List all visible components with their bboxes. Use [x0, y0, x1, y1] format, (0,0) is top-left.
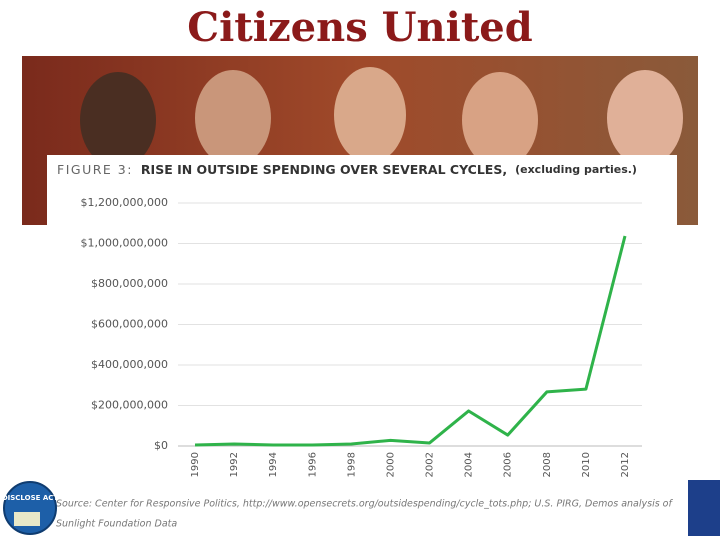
y-tick-label: $200,000,000: [91, 399, 168, 412]
portrait-face: [195, 70, 271, 166]
title-main: RISE IN OUTSIDE SPENDING OVER SEVERAL CY…: [141, 162, 507, 177]
chart-panel: [47, 155, 677, 540]
y-tick-label: $0: [154, 439, 168, 452]
logo-circle: [3, 481, 57, 535]
portrait-face: [462, 72, 538, 168]
y-tick-label: $1,000,000,000: [81, 237, 168, 250]
y-tick-label: $800,000,000: [91, 277, 168, 290]
plot: $0 $200,000,000 $400,000,000 $600,000,000 $8…: [81, 196, 642, 477]
x-tick-label: 1992: [229, 452, 240, 477]
x-tick-label: 2010: [581, 452, 592, 477]
left-logo: DISCLOSE ACT: [2, 481, 59, 535]
source-line: Sunlight Foundation Data: [56, 519, 177, 530]
portrait-face: [80, 72, 156, 168]
title-note: (excluding parties.): [515, 163, 637, 176]
chart-title: FIGURE 3: RISE IN OUTSIDE SPENDING OVER …: [57, 162, 637, 177]
data-line: [194, 235, 627, 447]
y-tick-label: $1,200,000,000: [81, 196, 168, 209]
slide-title: Citizens United: [187, 4, 532, 51]
x-tick-label: 1990: [190, 452, 201, 477]
logo-text: DISCLOSE ACT: [2, 494, 59, 502]
x-tick-label: 2000: [385, 452, 396, 477]
logo-icon: [14, 512, 40, 526]
x-tick-label: 2006: [503, 452, 514, 477]
x-tick-label: 2002: [425, 452, 436, 477]
y-tick-label: $600,000,000: [91, 318, 168, 331]
x-tick-label: 2008: [542, 452, 553, 477]
x-tick-label: 1994: [268, 452, 279, 477]
figure-label: FIGURE 3:: [57, 162, 133, 177]
x-tick-label: 1998: [346, 452, 357, 477]
portrait-face: [334, 67, 406, 163]
x-tick-label: 2004: [464, 452, 475, 477]
right-logo: [688, 480, 720, 536]
x-tick-label: 1996: [307, 452, 318, 477]
source-line: Source: Center for Responsive Politics, …: [56, 499, 673, 510]
y-tick-label: $400,000,000: [91, 358, 168, 371]
portrait-face: [607, 70, 683, 166]
x-tick-label: 2012: [620, 452, 631, 477]
